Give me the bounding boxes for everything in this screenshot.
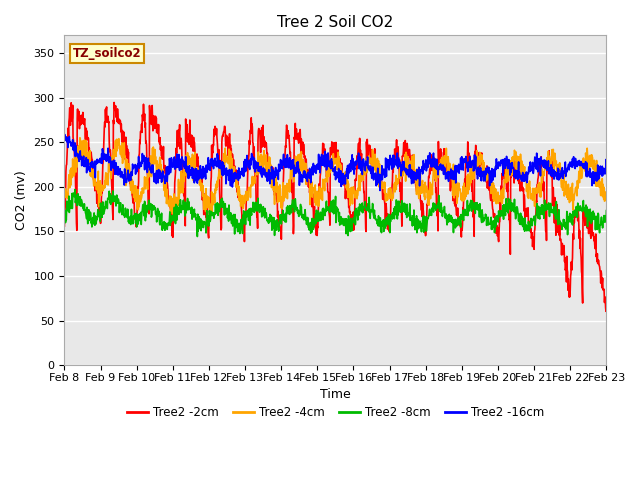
Tree2 -4cm bbox=[182, 172, 189, 178]
Tree2 -2cm bbox=[242, 211, 250, 216]
Tree2 -8cm bbox=[420, 213, 428, 219]
Tree2 -4cm bbox=[207, 212, 215, 218]
Tree2 -8cm bbox=[168, 213, 176, 218]
Tree2 -2cm bbox=[182, 223, 189, 228]
Tree2 -8cm bbox=[491, 226, 499, 231]
Tree2 -16cm bbox=[491, 174, 499, 180]
Tree2 -8cm bbox=[182, 199, 189, 205]
Legend: Tree2 -2cm, Tree2 -4cm, Tree2 -8cm, Tree2 -16cm: Tree2 -2cm, Tree2 -4cm, Tree2 -8cm, Tree… bbox=[122, 401, 548, 424]
Tree2 -16cm bbox=[168, 163, 176, 169]
Tree2 -16cm bbox=[61, 132, 68, 137]
Tree2 -8cm bbox=[193, 234, 201, 240]
Line: Tree2 -2cm: Tree2 -2cm bbox=[65, 102, 606, 312]
Tree2 -4cm bbox=[76, 135, 84, 141]
Tree2 -8cm bbox=[61, 218, 68, 224]
Tree2 -16cm bbox=[539, 159, 547, 165]
Tree2 -4cm bbox=[168, 198, 176, 204]
Tree2 -16cm bbox=[420, 167, 428, 172]
Tree2 -8cm bbox=[243, 215, 250, 220]
Line: Tree2 -8cm: Tree2 -8cm bbox=[65, 190, 606, 237]
Tree2 -4cm bbox=[61, 188, 68, 194]
Tree2 -4cm bbox=[602, 195, 610, 201]
Tree2 -2cm bbox=[110, 99, 118, 105]
Tree2 -2cm bbox=[168, 233, 176, 239]
Tree2 -8cm bbox=[602, 208, 610, 214]
Tree2 -2cm bbox=[420, 216, 428, 222]
Text: TZ_soilco2: TZ_soilco2 bbox=[72, 47, 141, 60]
Tree2 -8cm bbox=[71, 187, 79, 192]
Tree2 -2cm bbox=[602, 298, 610, 304]
Tree2 -16cm bbox=[376, 188, 384, 193]
Tree2 -2cm bbox=[602, 309, 610, 314]
Tree2 -4cm bbox=[243, 194, 250, 200]
Tree2 -2cm bbox=[61, 223, 68, 229]
Tree2 -4cm bbox=[491, 185, 499, 191]
Title: Tree 2 Soil CO2: Tree 2 Soil CO2 bbox=[277, 15, 394, 30]
Tree2 -16cm bbox=[61, 133, 68, 139]
Tree2 -16cm bbox=[602, 160, 610, 166]
Line: Tree2 -16cm: Tree2 -16cm bbox=[65, 134, 606, 191]
Y-axis label: CO2 (mv): CO2 (mv) bbox=[15, 170, 28, 230]
Line: Tree2 -4cm: Tree2 -4cm bbox=[65, 138, 606, 215]
X-axis label: Time: Time bbox=[320, 388, 351, 401]
Tree2 -16cm bbox=[242, 166, 250, 172]
Tree2 -16cm bbox=[182, 166, 189, 171]
Tree2 -2cm bbox=[491, 211, 499, 216]
Tree2 -4cm bbox=[420, 193, 428, 199]
Tree2 -2cm bbox=[538, 172, 546, 178]
Tree2 -8cm bbox=[539, 212, 547, 217]
Tree2 -4cm bbox=[539, 173, 547, 179]
